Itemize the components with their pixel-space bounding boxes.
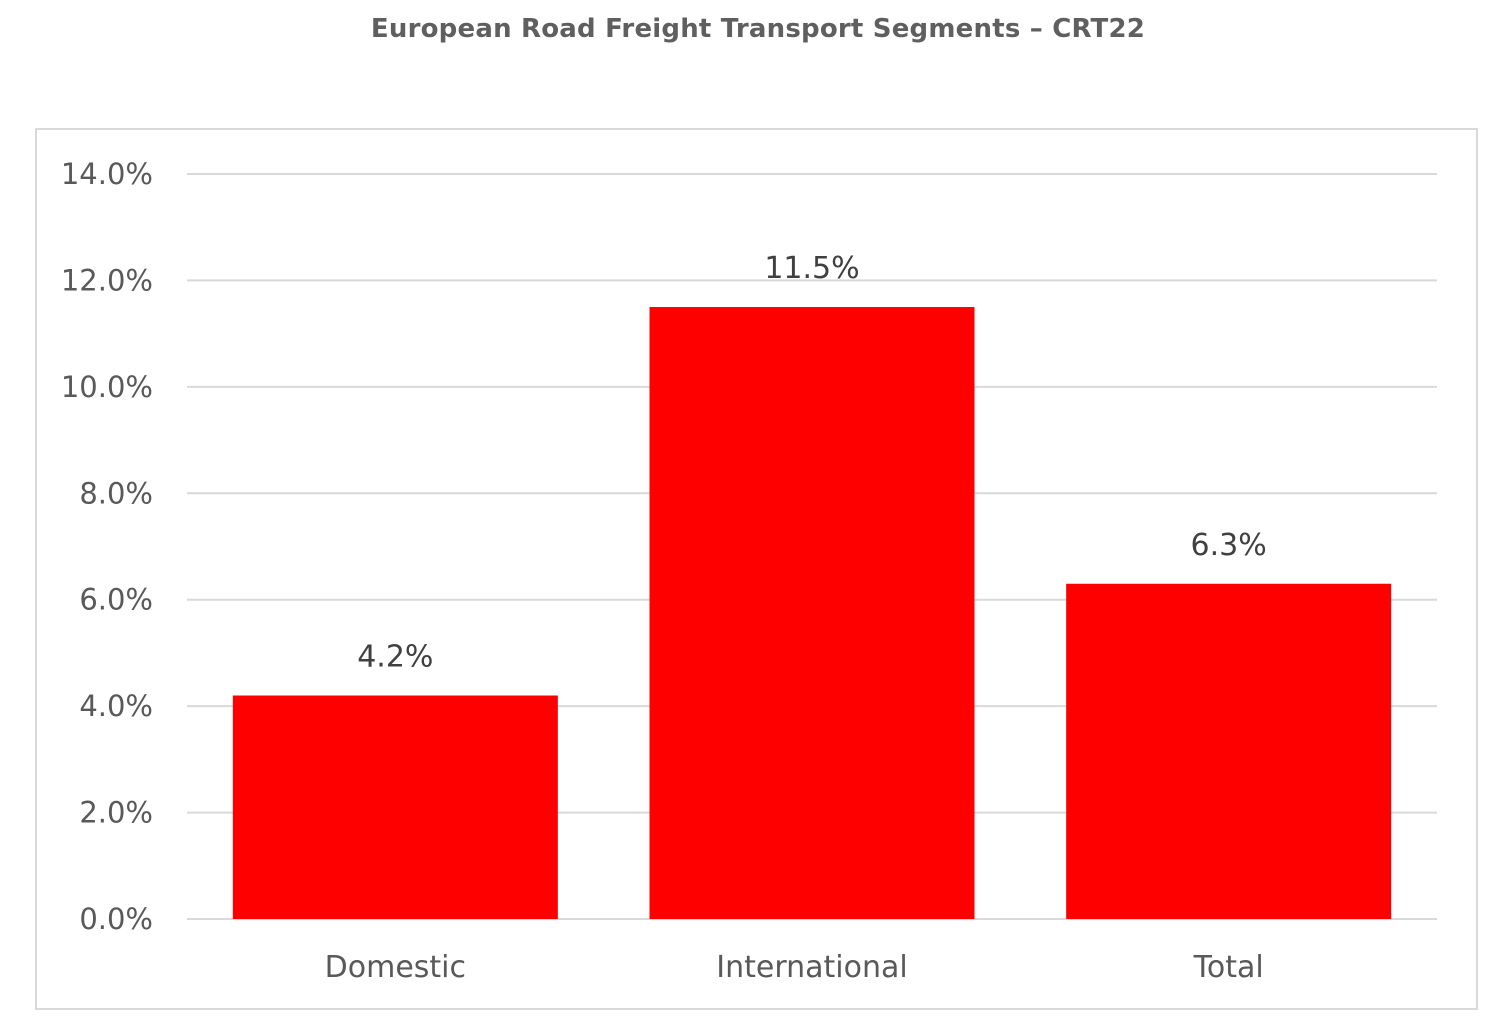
data-labels: 4.2% 11.5% 6.3% (357, 251, 1267, 674)
bars (232, 307, 1392, 919)
bar-total (1066, 583, 1392, 919)
chart-title: European Road Freight Transport Segments… (370, 14, 1146, 44)
x-category-label: International (716, 950, 907, 985)
x-category-label: Domestic (325, 950, 466, 985)
y-tick-label: 2.0% (79, 796, 153, 830)
data-label: 4.2% (357, 640, 433, 675)
y-tick-label: 0.0% (79, 902, 153, 936)
y-tick-label: 6.0% (79, 583, 153, 617)
bar-chart: 0.0% 2.0% 4.0% 6.0% 8.0% 10.0% 12.0% 14.0% 4.2%… (61, 157, 1437, 985)
y-tick-label: 8.0% (79, 476, 153, 510)
y-tick-label: 14.0% (61, 157, 153, 191)
x-category-label: Total (1193, 950, 1264, 985)
y-axis-ticks: 0.0% 2.0% 4.0% 6.0% 8.0% 10.0% 12.0% 14.0% (61, 157, 153, 936)
bar-domestic (232, 695, 558, 919)
y-tick-label: 12.0% (61, 263, 153, 297)
y-tick-label: 4.0% (79, 689, 153, 723)
data-label: 11.5% (764, 251, 859, 286)
bar-international (649, 307, 975, 919)
data-label: 6.3% (1191, 528, 1267, 563)
y-tick-label: 10.0% (61, 370, 153, 404)
chart-area: 0.0% 2.0% 4.0% 6.0% 8.0% 10.0% 12.0% 14.0% 4.2%… (35, 128, 1478, 1010)
x-axis-categories: Domestic International Total (325, 950, 1264, 985)
